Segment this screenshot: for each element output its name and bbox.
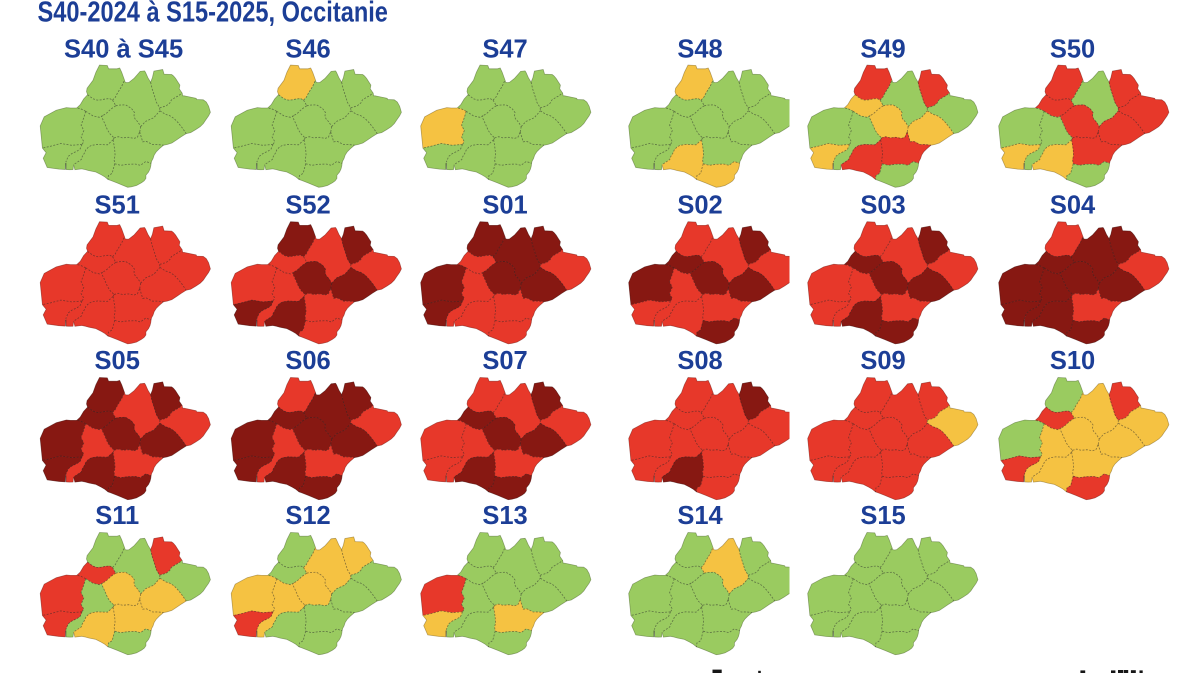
svg-text:S46: S46 [285,36,330,64]
svg-text:S08: S08 [677,347,722,375]
svg-text:S04: S04 [1050,191,1096,219]
svg-text:S15: S15 [860,502,905,530]
svg-text:S07: S07 [482,347,527,375]
svg-text:S06: S06 [285,347,330,375]
svg-text:S11: S11 [95,502,139,530]
svg-text:S09: S09 [860,347,905,375]
svg-text:S14: S14 [677,502,723,530]
svg-text:S52: S52 [285,191,330,219]
svg-text:S13: S13 [482,502,527,530]
svg-text:S10: S10 [1050,347,1095,375]
svg-text:S02: S02 [677,191,722,219]
svg-text:S03: S03 [860,191,905,219]
svg-text:S47: S47 [482,36,527,64]
svg-text:S01: S01 [482,191,527,219]
svg-text:S12: S12 [285,502,330,530]
svg-text:S05: S05 [95,347,140,375]
svg-text:S40 à S45: S40 à S45 [64,36,183,64]
svg-text:S50: S50 [1050,36,1095,64]
svg-text:S49: S49 [860,36,905,64]
svg-text:S40-2024 à S15-2025, Occitanie: S40-2024 à S15-2025, Occitanie [38,0,388,28]
svg-text:S48: S48 [677,36,722,64]
svg-text:S51: S51 [95,191,140,219]
